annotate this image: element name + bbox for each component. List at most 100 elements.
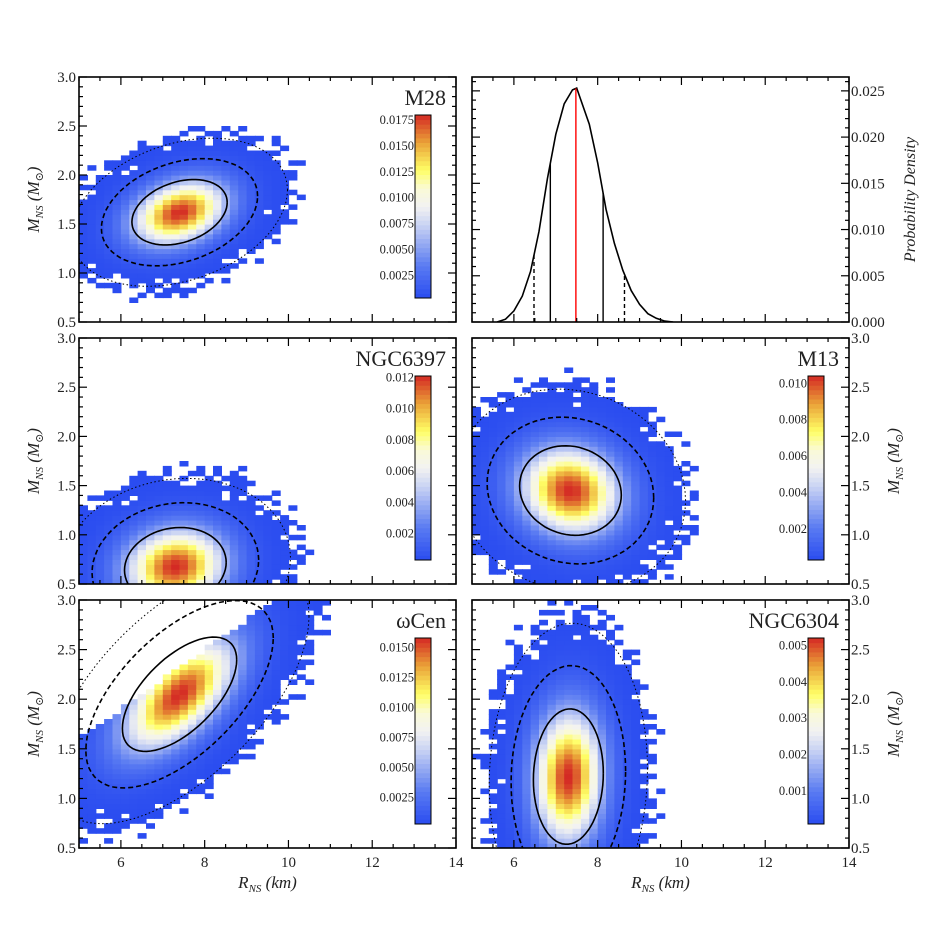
heatmap-cell xyxy=(572,406,582,413)
heatmap-cell xyxy=(263,515,273,521)
heatmap-cell xyxy=(572,465,582,472)
heatmap-cell xyxy=(187,743,197,750)
heatmap-cell xyxy=(480,436,490,442)
heatmap-cell xyxy=(631,689,641,695)
heatmap-cell xyxy=(179,160,189,166)
heatmap-cell xyxy=(146,258,155,264)
heatmap-cell xyxy=(187,510,197,516)
heatmap-cell xyxy=(263,714,273,720)
heatmap-cell xyxy=(238,579,248,584)
heatmap-cell xyxy=(580,431,590,437)
heatmap-cell xyxy=(246,233,256,240)
heatmap-cell xyxy=(213,470,222,477)
heatmap-cell xyxy=(539,634,548,641)
heatmap-cell xyxy=(104,273,114,279)
heatmap-cell xyxy=(673,470,683,477)
heatmap-cell xyxy=(171,714,181,720)
heatmap-cell xyxy=(146,515,155,521)
heatmap-cell xyxy=(589,833,599,839)
heatmap-cell xyxy=(171,150,181,156)
heatmap-cell xyxy=(271,539,281,546)
heatmap-cell xyxy=(597,798,607,804)
heatmap-cell xyxy=(271,224,281,230)
colorbar-segment xyxy=(415,422,431,428)
heatmap-cell xyxy=(129,150,139,156)
heatmap-cell xyxy=(647,451,657,457)
heatmap-cell xyxy=(631,505,641,511)
heatmap-cell xyxy=(614,699,624,705)
heatmap-cell xyxy=(213,684,222,690)
heatmap-cell xyxy=(95,520,105,526)
heatmap-cell xyxy=(129,233,139,240)
heatmap-cell xyxy=(622,694,632,700)
heatmap-cell xyxy=(280,175,290,181)
heatmap-cell xyxy=(187,579,197,584)
heatmap-cell xyxy=(204,544,214,551)
colorbar-segment xyxy=(808,468,824,474)
heatmap-cell xyxy=(505,709,515,715)
heatmap-cell xyxy=(606,644,615,651)
heatmap-cell xyxy=(280,629,290,636)
heatmap-cell xyxy=(246,165,256,171)
heatmap-cell xyxy=(238,664,248,671)
heatmap-cell xyxy=(221,709,231,715)
heatmap-cell xyxy=(631,709,641,715)
heatmap-cell xyxy=(213,490,222,496)
heatmap-cell xyxy=(221,500,231,506)
heatmap-cell xyxy=(162,559,172,565)
heatmap-cell xyxy=(497,421,507,428)
heatmap-cell xyxy=(129,714,139,720)
colorbar-segment xyxy=(808,661,824,667)
heatmap-cell xyxy=(530,525,540,531)
heatmap-cell xyxy=(513,659,523,666)
heatmap-cell xyxy=(296,659,306,666)
heatmap-cell xyxy=(229,233,239,240)
heatmap-cell xyxy=(614,559,624,565)
heatmap-cell xyxy=(171,145,181,152)
heatmap-cell xyxy=(238,539,248,546)
heatmap-cell xyxy=(263,150,273,156)
heatmap-cell xyxy=(204,694,214,700)
heatmap-cell xyxy=(196,160,206,166)
y-label-open: (M xyxy=(24,181,43,206)
heatmap-cell xyxy=(171,719,181,725)
heatmap-cell xyxy=(522,529,532,536)
heatmap-cell xyxy=(564,709,574,715)
heatmap-cell xyxy=(564,485,574,492)
heatmap-cell xyxy=(631,724,641,730)
heatmap-cell xyxy=(95,783,105,790)
heatmap-cell xyxy=(639,743,649,750)
heatmap-cell xyxy=(522,768,532,775)
heatmap-cell xyxy=(480,421,490,428)
heatmap-cell xyxy=(154,224,164,230)
heatmap-cell xyxy=(171,258,181,264)
heatmap-cell xyxy=(639,446,649,452)
heatmap-cell xyxy=(95,569,105,575)
heatmap-cell xyxy=(589,624,599,631)
heatmap-cell xyxy=(263,495,273,501)
heatmap-cell xyxy=(564,758,574,765)
heatmap-cell xyxy=(631,753,641,760)
heatmap-cell xyxy=(530,470,540,477)
heatmap-cell xyxy=(522,753,532,760)
heatmap-cell xyxy=(238,224,248,230)
heatmap-cell xyxy=(254,669,264,675)
heatmap-cell xyxy=(597,436,607,442)
heatmap-cell xyxy=(505,753,515,760)
heatmap-cell xyxy=(213,258,222,264)
heatmap-cell xyxy=(146,184,155,191)
heatmap-cell xyxy=(580,664,590,671)
probability-density-label: Probability Density xyxy=(902,136,919,263)
heatmap-cell xyxy=(614,564,624,570)
heatmap-cell xyxy=(229,209,239,215)
heatmap-cell xyxy=(171,684,181,690)
heatmap-cell xyxy=(614,738,624,745)
heatmap-cell xyxy=(129,297,139,303)
heatmap-cell xyxy=(187,773,197,780)
heatmap-cell xyxy=(129,248,139,254)
heatmap-cell xyxy=(522,490,532,496)
heatmap-cell xyxy=(146,694,155,700)
heatmap-cell xyxy=(322,600,331,606)
heatmap-cell xyxy=(238,654,248,661)
heatmap-cell xyxy=(580,495,590,501)
